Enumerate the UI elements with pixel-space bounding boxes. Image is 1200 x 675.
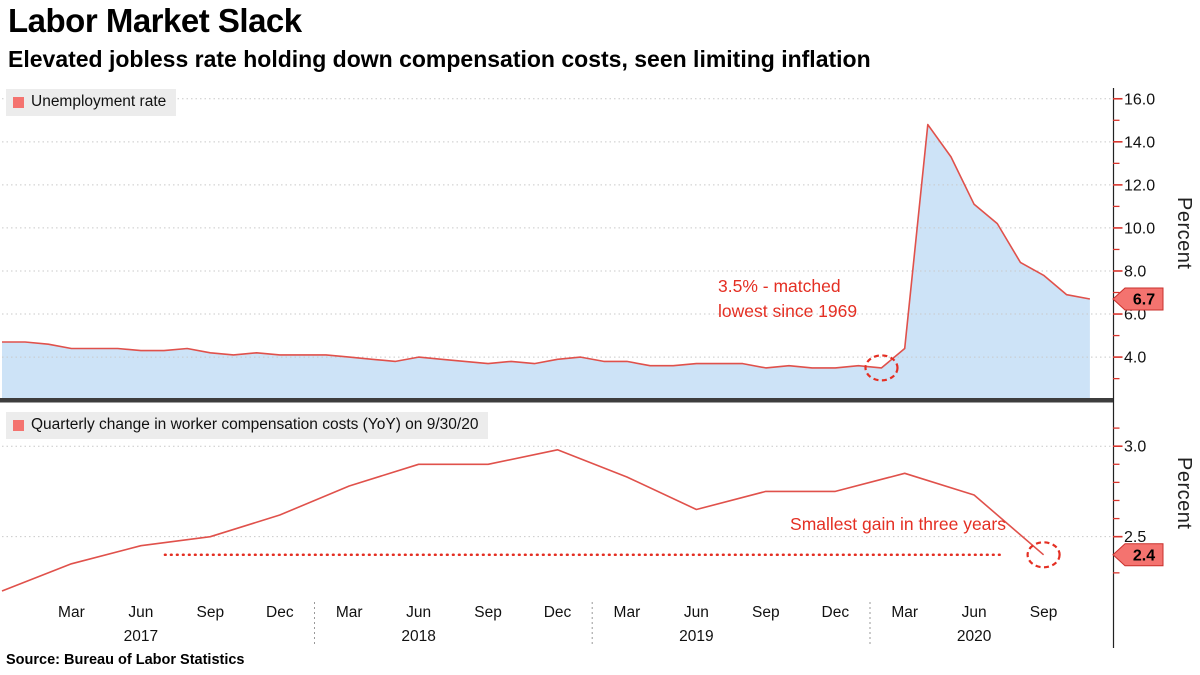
svg-text:Jun: Jun — [684, 604, 709, 621]
svg-text:Mar: Mar — [58, 604, 85, 621]
svg-text:Dec: Dec — [266, 604, 294, 621]
legend-swatch-icon — [13, 419, 24, 431]
svg-text:2020: 2020 — [957, 628, 992, 645]
svg-text:10.0: 10.0 — [1124, 220, 1155, 237]
svg-text:Mar: Mar — [614, 604, 641, 621]
legend-unemployment-rate: Unemployment rate — [6, 89, 177, 116]
svg-text:8.0: 8.0 — [1124, 263, 1146, 280]
svg-text:6.7: 6.7 — [1133, 291, 1155, 308]
svg-text:3.0: 3.0 — [1124, 439, 1146, 456]
svg-text:Jun: Jun — [128, 604, 153, 621]
svg-text:Dec: Dec — [822, 604, 850, 621]
svg-text:Sep: Sep — [1030, 604, 1058, 621]
svg-text:3.5% - matched: 3.5% - matched — [718, 276, 841, 296]
svg-text:Sep: Sep — [474, 604, 502, 621]
svg-text:Sep: Sep — [197, 604, 225, 621]
svg-text:2018: 2018 — [401, 628, 435, 645]
page-subtitle: Elevated jobless rate holding down compe… — [8, 46, 871, 72]
svg-text:4.0: 4.0 — [1124, 350, 1146, 367]
svg-text:6.0: 6.0 — [1124, 307, 1146, 324]
legend-unemployment-label: Unemployment rate — [31, 93, 167, 110]
svg-text:Jun: Jun — [406, 604, 431, 621]
page-title: Labor Market Slack — [8, 2, 302, 39]
svg-text:Jun: Jun — [962, 604, 987, 621]
legend-swatch-icon — [13, 96, 24, 108]
svg-text:Sep: Sep — [752, 604, 780, 621]
svg-text:12.0: 12.0 — [1124, 177, 1155, 194]
source-attribution: Source: Bureau of Labor Statistics — [6, 652, 245, 668]
legend-compensation-label: Quarterly change in worker compensation … — [31, 416, 479, 433]
svg-text:2019: 2019 — [679, 628, 713, 645]
svg-text:Dec: Dec — [544, 604, 572, 621]
y-axis-label-top: Percent — [1173, 197, 1195, 270]
svg-text:Mar: Mar — [336, 604, 363, 621]
y-axis-label-bottom: Percent — [1173, 457, 1195, 530]
svg-text:lowest since 1969: lowest since 1969 — [718, 301, 857, 321]
svg-text:Mar: Mar — [891, 604, 918, 621]
svg-text:14.0: 14.0 — [1124, 134, 1155, 151]
svg-text:2017: 2017 — [124, 628, 158, 645]
svg-text:16.0: 16.0 — [1124, 91, 1155, 108]
svg-text:2.4: 2.4 — [1133, 547, 1155, 564]
svg-text:Smallest gain in three years: Smallest gain in three years — [790, 514, 1006, 534]
legend-compensation-costs: Quarterly change in worker compensation … — [6, 412, 489, 439]
svg-text:2.5: 2.5 — [1124, 529, 1146, 546]
